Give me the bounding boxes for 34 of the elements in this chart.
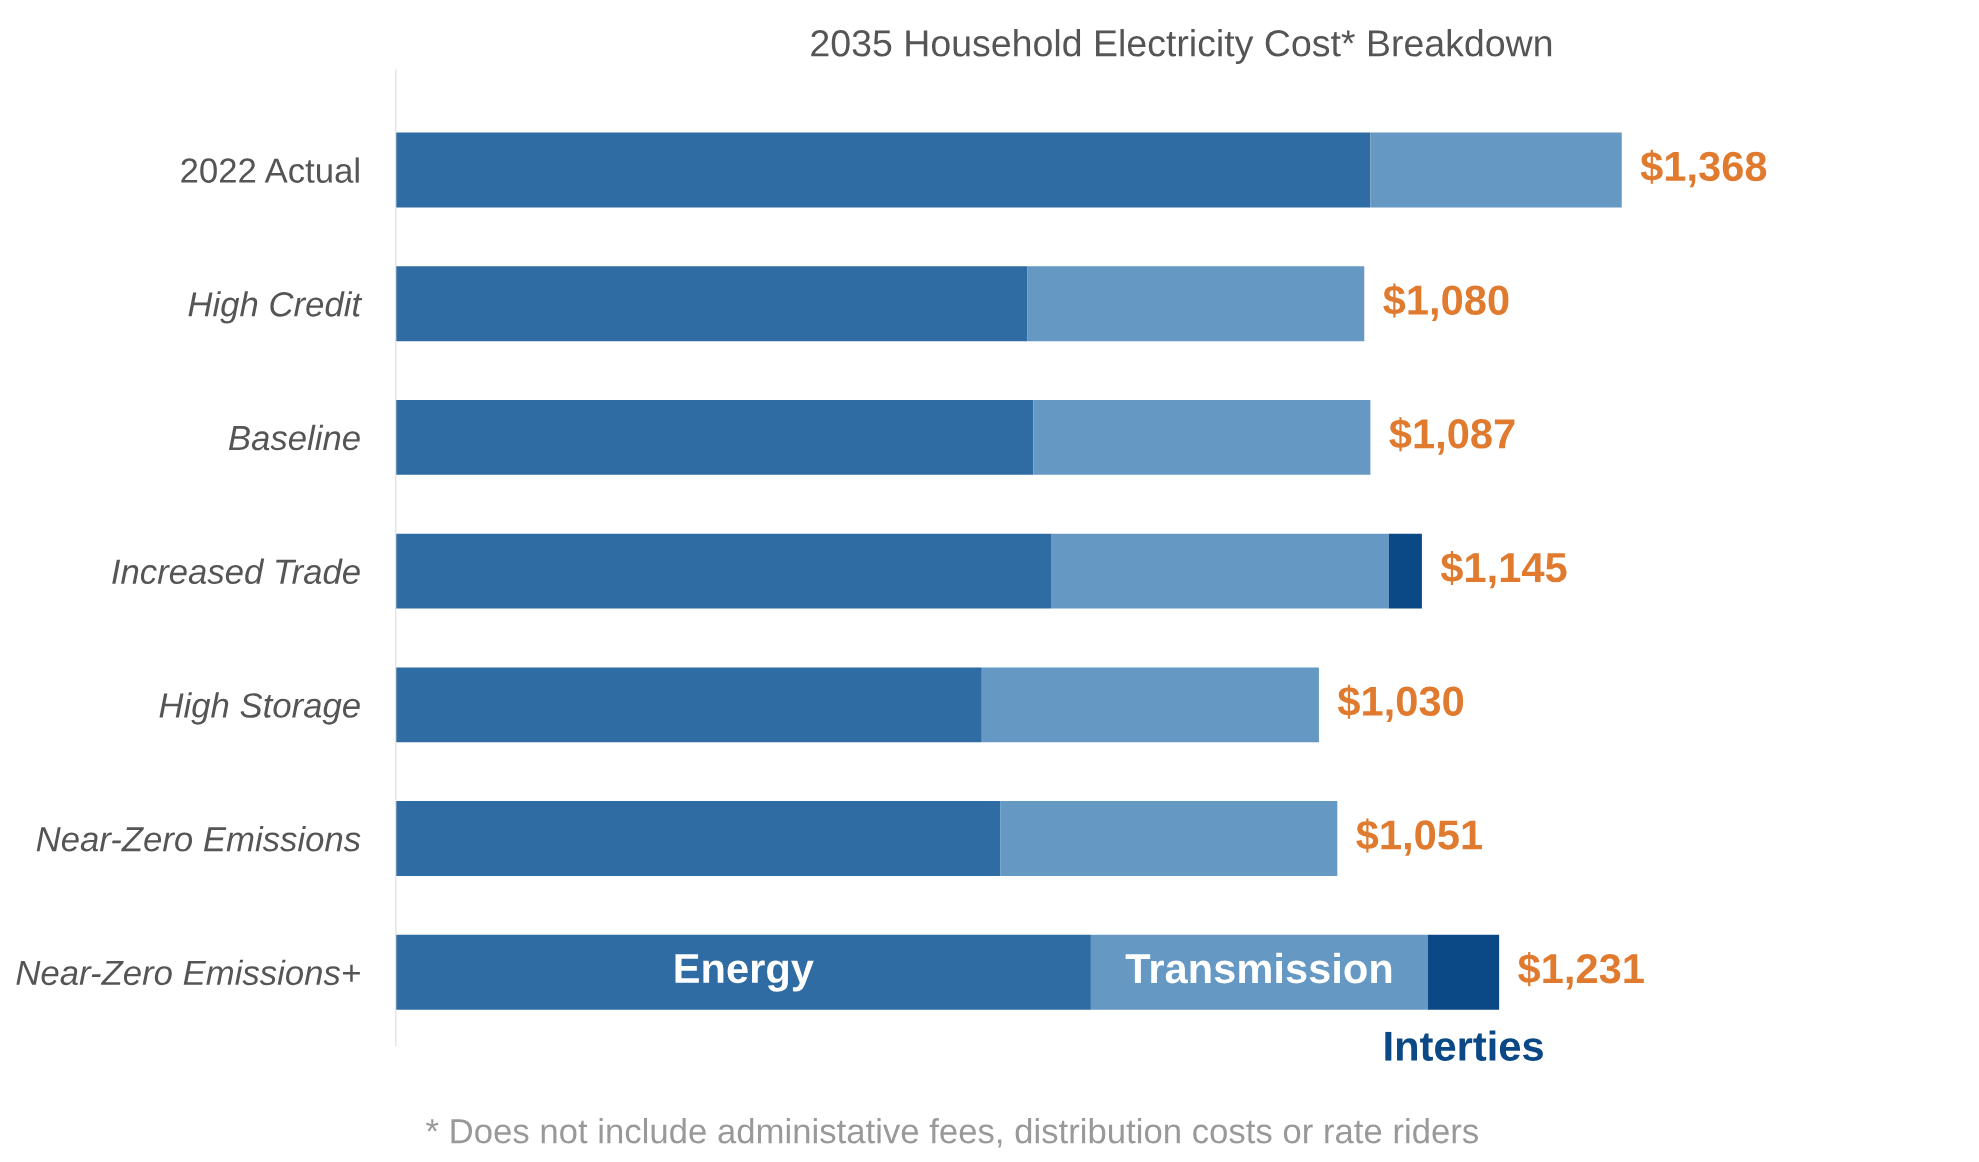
bar [395,667,982,743]
annotation: $1,087 [1389,417,1515,455]
bar [395,801,1001,876]
annotation: $1,368 [1640,149,1767,188]
annotation: $1,145 [1440,550,1567,589]
y-tick-label: High Storage [159,692,360,725]
bar [395,934,1091,1010]
bar [395,132,1371,208]
bar [1428,934,1500,1010]
series-label: Interties [1385,1030,1543,1061]
annotation: $1,080 [1383,283,1509,321]
annotation: $1,231 [1518,952,1644,990]
bar [1000,801,1338,876]
bar [981,667,1319,743]
bar [1388,533,1422,609]
bar [395,266,1028,342]
y-tick-label: Near-Zero Emissions [36,825,361,852]
annotation: $1,051 [1356,818,1482,856]
bar [395,399,1034,475]
bar [395,533,1052,609]
y-tick-label: Near-Zero Emissions+ [16,959,360,986]
series-label: Transmission [1125,952,1392,984]
y-tick-label: Baseline [228,424,360,451]
y-tick-label: Increased Trade [112,558,360,585]
text: * Does not include administative fees, distribution costs or rate riders [426,1118,1478,1148]
y-tick-label: High Credit [188,291,363,324]
bar [1370,132,1622,208]
bar [1033,399,1371,475]
bar [1051,533,1389,609]
chart-title: 2035 Household Electricity Cost* Breakdown [811,29,1552,65]
annotation: $1,030 [1337,684,1464,723]
bar [1027,266,1365,342]
series-label: Energy [675,954,814,992]
y-tick-label: 2022 Actual [181,157,359,183]
